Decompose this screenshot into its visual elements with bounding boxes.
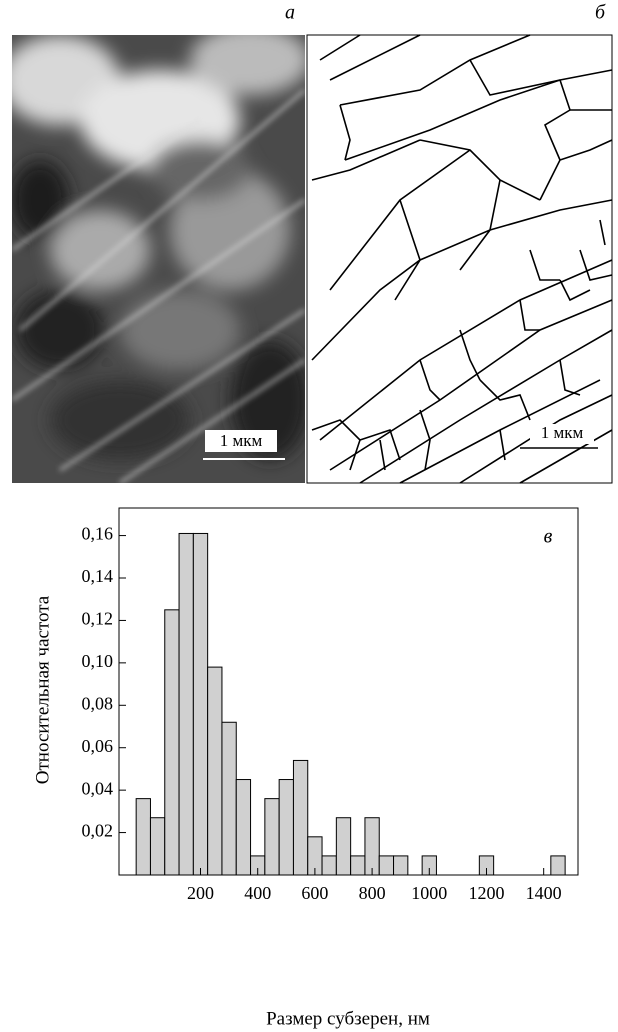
y-tick-label: 0,06 — [82, 736, 114, 756]
bar — [193, 533, 207, 875]
x-axis-label: Размер субзерен, нм — [266, 1008, 430, 1029]
bar — [322, 856, 336, 875]
panel-label: а — [285, 2, 295, 24]
y-axis-label: Относительная частота — [32, 595, 53, 784]
y-tick-label: 0,14 — [82, 566, 114, 586]
bar — [236, 780, 250, 875]
panel-label: в — [544, 526, 553, 548]
bar — [150, 818, 164, 875]
micrograph — [0, 25, 310, 483]
y-tick-label: 0,10 — [82, 651, 114, 671]
figure-canvas: а 1 мкм б — [0, 0, 618, 1032]
bar — [208, 667, 222, 875]
bar — [365, 818, 379, 875]
x-tick-label: 200 — [187, 883, 214, 903]
bar — [279, 780, 293, 875]
x-tick-label: 1000 — [411, 883, 447, 903]
y-tick-label: 0,02 — [82, 821, 114, 841]
figure: а 1 мкм б — [0, 0, 618, 1032]
y-tick-label: 0,08 — [82, 693, 114, 713]
boundary-map — [307, 35, 612, 483]
bar — [179, 533, 193, 875]
bar — [351, 856, 365, 875]
x-tick-label: 400 — [244, 883, 271, 903]
y-tick-label: 0,04 — [82, 778, 114, 798]
bar — [394, 856, 408, 875]
bar — [336, 818, 350, 875]
bar — [222, 722, 236, 875]
x-tick-label: 800 — [359, 883, 386, 903]
bar — [379, 856, 393, 875]
bar — [165, 610, 179, 875]
scale-bar-label: 1 мкм — [220, 431, 263, 450]
y-tick-label: 0,16 — [82, 524, 114, 544]
y-tick-label: 0,12 — [82, 609, 114, 629]
bar — [293, 760, 307, 875]
scale-bar-label: 1 мкм — [541, 423, 584, 442]
bar — [551, 856, 565, 875]
bar — [265, 799, 279, 875]
x-tick-label: 1400 — [526, 883, 562, 903]
panel-label: б — [595, 2, 606, 24]
x-tick-label: 600 — [301, 883, 328, 903]
bar — [136, 799, 150, 875]
x-tick-label: 1200 — [468, 883, 504, 903]
